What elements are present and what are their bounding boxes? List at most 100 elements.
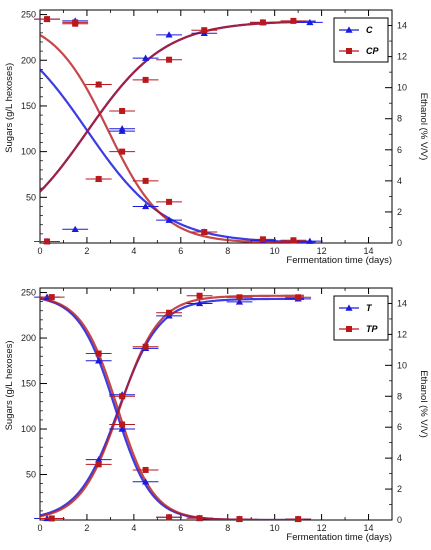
ethanol-fit-curve-TP: [40, 294, 304, 518]
ethanol-point-CP: [290, 17, 297, 24]
sugar-point-TP: [48, 294, 55, 301]
legend-label-C: C: [366, 25, 373, 35]
sugar-point-CP: [95, 176, 102, 183]
y-tick-label: 150: [21, 379, 36, 389]
y2-tick-label: 12: [397, 52, 407, 62]
legend-marker-T: [345, 304, 353, 311]
sugar-point-TP: [142, 466, 149, 473]
y2-tick-label: 10: [397, 360, 407, 370]
ethanol-point-T: [235, 298, 244, 305]
chart-panel-bottom: 0 2 4 6 8 10 12 145010015020025002468101214Ferm…: [4, 287, 429, 543]
y2-tick-label: 6: [397, 145, 402, 155]
y-tick-label: 50: [26, 470, 36, 480]
ethanol-point-CP: [142, 76, 149, 83]
legend-marker-CP: [346, 48, 352, 54]
x-tick-label: 14: [364, 523, 374, 533]
ethanol-point-CP: [166, 56, 173, 63]
y-tick-label: 200: [21, 333, 36, 343]
y-tick-label: 100: [21, 424, 36, 434]
ethanol-point-CP: [201, 27, 208, 34]
ethanol-fit-curve-T: [40, 297, 304, 517]
x-tick-label: 12: [317, 523, 327, 533]
x-tick-label: 0: [37, 246, 42, 256]
sugar-point-CP: [44, 16, 51, 23]
ethanol-point-TP: [142, 343, 149, 350]
ethanol-point-TP: [95, 461, 102, 468]
legend-box: [333, 295, 389, 341]
sugar-point-C: [142, 202, 150, 210]
y2-axis-label: Ethanol (% V/V): [418, 93, 429, 161]
ethanol-point-TP: [295, 294, 302, 301]
ethanol-fit-curve-CP: [40, 20, 300, 193]
x-tick-label: 4: [131, 523, 136, 533]
sugar-point-CP: [290, 237, 297, 244]
y2-axis-label: Ethanol (% V/V): [418, 370, 429, 438]
y-tick-label: 200: [21, 55, 36, 65]
sugar-fit-curve-TP: [40, 297, 304, 520]
legend-box: [333, 17, 389, 63]
y2-tick-label: 4: [397, 453, 402, 463]
ethanol-point-T: [195, 299, 204, 307]
legend-marker-C: [345, 26, 353, 33]
legend-marker-TP: [346, 326, 352, 332]
y2-tick-label: 0: [397, 515, 402, 525]
ethanol-point-C: [142, 54, 150, 61]
ethanol-point-TP: [196, 292, 203, 299]
x-tick-label: 2: [84, 523, 89, 533]
x-tick-label: 2: [84, 246, 89, 256]
sugar-point-TP: [119, 421, 126, 428]
sugar-point-C: [71, 225, 79, 232]
x-axis-label: Fermentation time (days): [286, 532, 392, 543]
y-tick-label: 50: [26, 192, 36, 202]
ethanol-point-T: [95, 456, 103, 463]
sugar-point-CP: [166, 198, 173, 205]
ethanol-point-C: [306, 18, 314, 26]
y-tick-label: 250: [21, 288, 36, 298]
y-axis-label: Sugars (g/L hexoses): [4, 340, 15, 430]
y2-tick-label: 4: [397, 176, 402, 186]
ethanol-point-CP: [259, 19, 266, 26]
x-tick-label: 8: [225, 246, 230, 256]
y2-tick-label: 6: [397, 422, 402, 432]
x-tick-label: 6: [178, 246, 183, 256]
sugar-point-CP: [259, 236, 266, 243]
sugar-point-CP: [119, 148, 126, 155]
sugar-point-TP: [166, 514, 173, 521]
sugar-point-TP: [295, 516, 302, 523]
ethanol-point-CP: [72, 19, 79, 26]
sugar-fit-curve-CP: [40, 34, 300, 243]
ethanol-point-C: [165, 31, 173, 38]
y2-tick-label: 2: [397, 207, 402, 217]
legend-label-CP: CP: [366, 46, 379, 56]
y2-tick-label: 0: [397, 238, 402, 248]
x-axis-label: Fermentation time (days): [286, 255, 392, 266]
ethanol-point-TP: [236, 294, 243, 301]
ethanol-point-CP: [119, 107, 126, 114]
sugar-point-CP: [201, 229, 208, 236]
sugar-fit-curve-C: [40, 68, 316, 243]
y2-tick-label: 14: [397, 21, 407, 31]
sugar-point-TP: [196, 515, 203, 522]
x-tick-label: 0: [37, 523, 42, 533]
y-tick-label: 250: [21, 10, 36, 20]
y-tick-label: 100: [21, 147, 36, 157]
sugar-fit-curve-T: [40, 297, 304, 520]
sugar-point-TP: [95, 350, 102, 357]
sugar-point-C: [306, 237, 314, 244]
x-tick-label: 12: [317, 246, 327, 256]
y2-tick-label: 12: [397, 329, 407, 339]
x-tick-label: 6: [178, 523, 183, 533]
y2-tick-label: 8: [397, 114, 402, 124]
x-tick-label: 14: [364, 246, 374, 256]
y2-tick-label: 10: [397, 83, 407, 93]
ethanol-point-C: [118, 127, 126, 134]
sugar-point-C: [165, 216, 173, 223]
ethanol-point-TP: [166, 309, 173, 316]
ethanol-fit-curve-C: [40, 20, 316, 193]
x-tick-label: 10: [270, 246, 280, 256]
y-axis-label: Sugars (g/L hexoses): [4, 63, 15, 153]
sugar-point-CP: [142, 177, 149, 184]
sugar-point-T: [118, 425, 126, 432]
sugar-point-T: [142, 478, 150, 485]
